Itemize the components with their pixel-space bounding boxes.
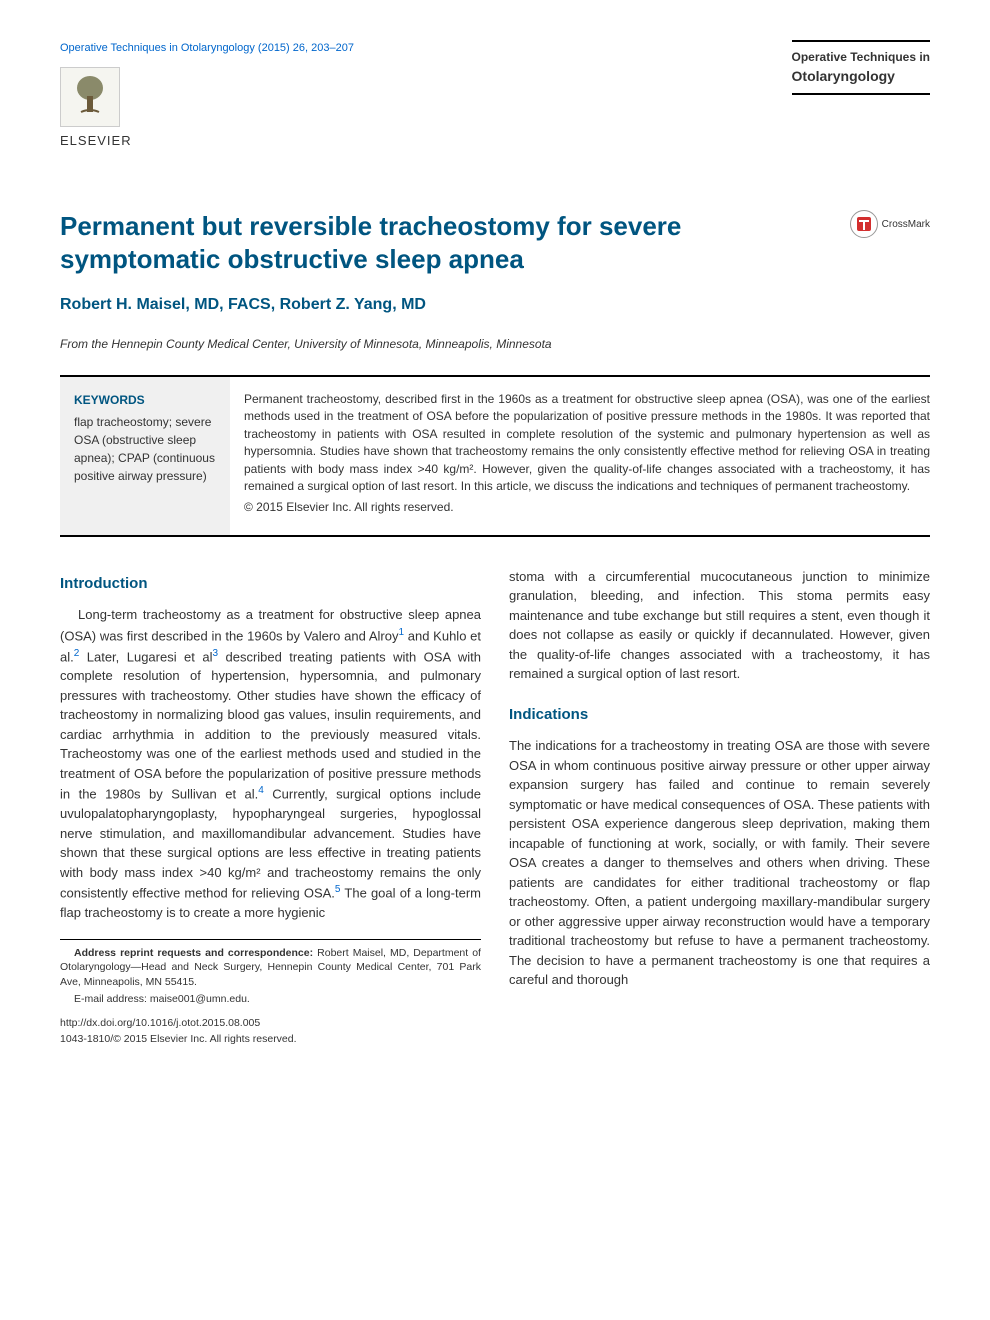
elsevier-tree-icon	[60, 67, 120, 127]
doi-block: http://dx.doi.org/10.1016/j.otot.2015.08…	[60, 1016, 481, 1048]
email-line: E-mail address: maise001@umn.edu.	[60, 992, 481, 1007]
keywords-box: KEYWORDS flap tracheostomy; severe OSA (…	[60, 377, 230, 535]
doi-url[interactable]: http://dx.doi.org/10.1016/j.otot.2015.08…	[60, 1016, 481, 1032]
crossmark-icon	[850, 210, 878, 238]
body-columns: Introduction Long-term tracheostomy as a…	[60, 567, 930, 1048]
header-left: Operative Techniques in Otolaryngology (…	[60, 40, 354, 150]
keywords-text: flap tracheostomy; severe OSA (obstructi…	[74, 413, 216, 485]
issn-copyright: 1043-1810/© 2015 Elsevier Inc. All right…	[60, 1032, 481, 1048]
journal-line-2: Otolaryngology	[792, 66, 930, 87]
article-title: Permanent but reversible tracheostomy fo…	[60, 210, 850, 275]
title-row: Permanent but reversible tracheostomy fo…	[60, 210, 930, 275]
authors: Robert H. Maisel, MD, FACS, Robert Z. Ya…	[60, 293, 930, 317]
publisher-name: ELSEVIER	[60, 131, 354, 151]
publisher-logo: ELSEVIER	[60, 67, 354, 151]
introduction-continuation: stoma with a circumferential mucocutaneo…	[509, 567, 930, 684]
introduction-paragraph-1: Long-term tracheostomy as a treatment fo…	[60, 605, 481, 922]
footnote-block: Address reprint requests and corresponde…	[60, 939, 481, 1007]
email-address[interactable]: maise001@umn.edu.	[150, 993, 250, 1005]
citation-text: Operative Techniques in Otolaryngology (…	[60, 40, 354, 57]
indications-paragraph-1: The indications for a tracheostomy in tr…	[509, 736, 930, 990]
indications-heading: Indications	[509, 704, 930, 727]
left-column: Introduction Long-term tracheostomy as a…	[60, 567, 481, 1048]
abstract-block: KEYWORDS flap tracheostomy; severe OSA (…	[60, 375, 930, 537]
right-column: stoma with a circumferential mucocutaneo…	[509, 567, 930, 1048]
abstract-copyright: © 2015 Elsevier Inc. All rights reserved…	[244, 499, 930, 516]
affiliation: From the Hennepin County Medical Center,…	[60, 335, 930, 353]
journal-title-block: Operative Techniques in Otolaryngology	[792, 40, 930, 95]
abstract-body: Permanent tracheostomy, described first …	[244, 391, 930, 495]
crossmark-label: CrossMark	[882, 217, 930, 232]
journal-line-1: Operative Techniques in	[792, 48, 930, 66]
crossmark-badge[interactable]: CrossMark	[850, 210, 930, 238]
page-header: Operative Techniques in Otolaryngology (…	[60, 40, 930, 150]
abstract-text: Permanent tracheostomy, described first …	[230, 377, 930, 535]
introduction-heading: Introduction	[60, 573, 481, 596]
keywords-heading: KEYWORDS	[74, 391, 216, 409]
correspondence: Address reprint requests and corresponde…	[60, 946, 481, 990]
